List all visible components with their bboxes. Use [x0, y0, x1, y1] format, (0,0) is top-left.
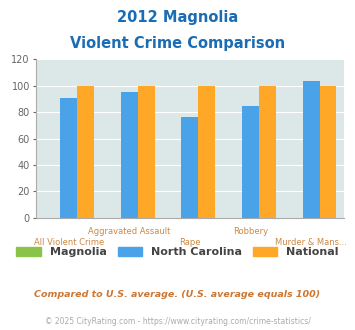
Bar — [181, 117, 198, 218]
Text: Robbery: Robbery — [233, 227, 268, 236]
Text: © 2025 CityRating.com - https://www.cityrating.com/crime-statistics/: © 2025 CityRating.com - https://www.city… — [45, 317, 310, 326]
Text: Murder & Mans...: Murder & Mans... — [275, 238, 347, 248]
Text: Compared to U.S. average. (U.S. average equals 100): Compared to U.S. average. (U.S. average … — [34, 290, 321, 299]
Bar — [259, 86, 276, 218]
Text: All Violent Crime: All Violent Crime — [34, 238, 104, 248]
Text: 2012 Magnolia: 2012 Magnolia — [117, 10, 238, 25]
Bar — [242, 106, 259, 218]
Legend: Magnolia, North Carolina, National: Magnolia, North Carolina, National — [12, 242, 343, 262]
Bar — [60, 98, 77, 218]
Bar — [121, 92, 138, 218]
Bar — [320, 86, 337, 218]
Text: Rape: Rape — [179, 238, 201, 248]
Bar — [77, 86, 94, 218]
Bar — [198, 86, 215, 218]
Text: Violent Crime Comparison: Violent Crime Comparison — [70, 36, 285, 51]
Text: Aggravated Assault: Aggravated Assault — [88, 227, 170, 236]
Bar — [302, 81, 320, 218]
Bar — [138, 86, 155, 218]
